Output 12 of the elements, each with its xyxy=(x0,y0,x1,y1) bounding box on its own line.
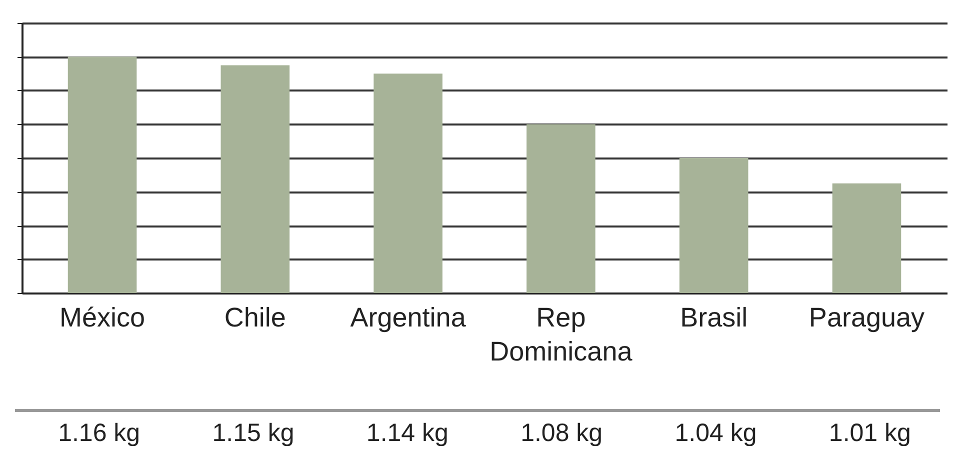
data-label: 1.14 kg xyxy=(366,419,448,447)
x-tick-label: México xyxy=(60,302,146,332)
data-label: 1.15 kg xyxy=(212,419,294,447)
x-tick-label: Argentina xyxy=(350,302,467,332)
data-label: 1.16 kg xyxy=(58,419,140,447)
data-label: 1.08 kg xyxy=(520,419,603,447)
data-label: 1.01 kg xyxy=(828,419,911,447)
x-tick-label: Rep Dominicana xyxy=(490,302,634,366)
data-label: 1.04 kg xyxy=(674,419,757,447)
x-tick-label: Brasil xyxy=(680,302,748,332)
x-tick-label: Paraguay xyxy=(808,302,926,332)
x-tick-label: Chile xyxy=(224,302,286,332)
